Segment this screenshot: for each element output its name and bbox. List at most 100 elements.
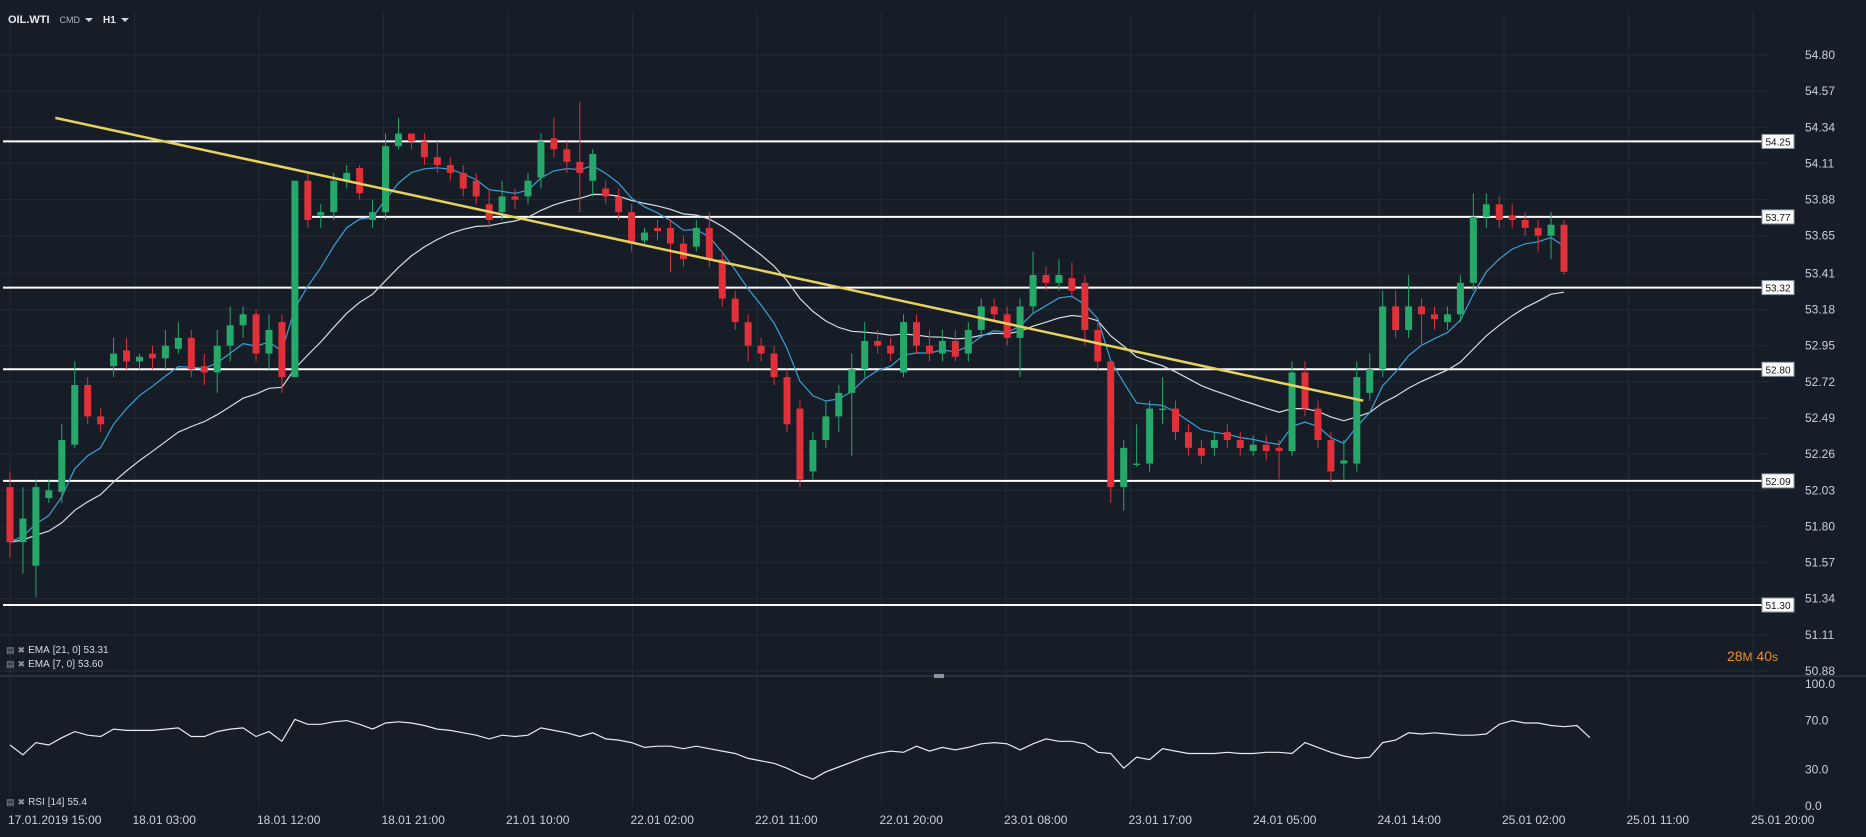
level-label-box <box>1761 280 1795 296</box>
candle-body <box>654 227 661 231</box>
time-tick-label: 22.01 11:00 <box>755 813 818 827</box>
candle-body <box>84 385 92 417</box>
candle-body <box>938 341 946 354</box>
level-label-box <box>1761 133 1795 149</box>
candle-body <box>1262 444 1270 451</box>
candle-body <box>45 490 53 499</box>
candle-body <box>511 196 519 200</box>
time-tick-label: 25.01 20:00 <box>1751 813 1815 827</box>
candle-body <box>1547 224 1555 236</box>
level-label-box <box>1761 597 1795 613</box>
panel-divider[interactable] <box>0 674 1866 678</box>
settings-icon[interactable]: ▤ <box>6 797 15 807</box>
candle-body <box>97 416 105 425</box>
time-tick-label: 18.01 03:00 <box>133 813 197 827</box>
candle-countdown: 28M 40s <box>1727 648 1778 664</box>
close-icon[interactable]: ✖ <box>17 645 26 655</box>
timeframe-dropdown[interactable]: H1 <box>103 15 129 26</box>
rsi-tick-label: 100.0 <box>1805 677 1835 691</box>
candle-body <box>1016 306 1024 338</box>
candle-body <box>1314 408 1322 440</box>
legend-ema-7: ▤ ✖ EMA [7, 0] 53.60 <box>6 659 103 670</box>
rsi-line <box>9 718 1591 780</box>
candle-body <box>679 243 687 260</box>
candle-body <box>796 408 804 480</box>
time-tick-label: 25.01 11:00 <box>1627 813 1690 827</box>
close-icon[interactable]: ✖ <box>17 659 26 669</box>
countdown-second-unit: s <box>1772 650 1778 664</box>
candle-body <box>1159 408 1167 411</box>
chevron-down-icon <box>120 18 129 22</box>
candle-body <box>1418 306 1426 315</box>
candle-body <box>1456 282 1464 315</box>
candle-body <box>874 341 882 346</box>
candle-body <box>1353 377 1361 464</box>
level-label: 51.30 <box>1765 601 1790 612</box>
candle-body <box>1081 282 1089 330</box>
candle-body <box>990 306 998 315</box>
candle-body <box>757 345 765 354</box>
price-tick-label: 53.88 <box>1805 193 1835 207</box>
symbol-label[interactable]: OIL.WTI <box>8 14 50 26</box>
candle-body <box>1042 275 1050 283</box>
candle-body <box>576 161 584 173</box>
candle-body <box>887 345 895 354</box>
price-tick-label: 54.34 <box>1805 120 1835 134</box>
price-tick-label: 53.41 <box>1805 266 1835 280</box>
candle-body <box>6 487 14 543</box>
time-tick-label: 17.01.2019 15:00 <box>8 813 102 827</box>
candle-body <box>1431 314 1438 319</box>
time-axis: 17.01.2019 15:00 18.01 03:00 18.01 12:00 18… <box>8 813 1815 827</box>
candle-body <box>964 330 972 354</box>
candlestick-series <box>6 102 1568 598</box>
candle-body <box>692 227 700 247</box>
trendline[interactable] <box>55 116 1364 402</box>
candle-body <box>265 330 273 354</box>
price-tick-label: 53.18 <box>1805 303 1835 317</box>
candle-body <box>1146 408 1154 464</box>
time-tick-label: 18.01 12:00 <box>257 813 321 827</box>
settings-icon[interactable]: ▤ <box>6 659 15 669</box>
legend-ema-value: 53.31 <box>83 645 109 656</box>
chart-toolbar: OIL.WTI CMD H1 <box>8 10 129 30</box>
price-tick-label: 54.57 <box>1805 84 1835 98</box>
candle-body <box>731 298 739 323</box>
candle-body <box>110 353 118 367</box>
timeframe-label: H1 <box>103 14 116 26</box>
settings-icon[interactable]: ▤ <box>6 645 15 655</box>
time-tick-label: 23.01 08:00 <box>1004 813 1068 827</box>
close-icon[interactable]: ✖ <box>17 797 26 807</box>
legend-rsi-params: [14] <box>47 797 65 808</box>
candle-body <box>1120 447 1128 488</box>
candle-body <box>1560 224 1568 272</box>
candle-body <box>407 133 415 142</box>
time-tick-label: 21.01 10:00 <box>506 813 570 827</box>
mode-dropdown[interactable]: CMD <box>60 15 94 25</box>
candle-body <box>161 345 169 359</box>
candle-body <box>835 392 843 417</box>
countdown-minutes: 28 <box>1726 648 1743 664</box>
price-axis: 54.80 54.57 54.34 54.11 53.88 53.65 53.41 53.18… <box>1805 48 1835 678</box>
candle-body <box>446 165 454 173</box>
candle-body <box>1392 306 1400 330</box>
candle-body <box>1094 330 1102 362</box>
candle-body <box>951 341 959 357</box>
rsi-tick-label: 70.0 <box>1805 714 1829 728</box>
candle-body <box>1249 444 1257 451</box>
candle-body <box>1029 275 1037 307</box>
candle-body <box>32 487 40 566</box>
divider-handle <box>934 674 944 678</box>
candle-body <box>628 212 636 244</box>
rsi-panel: 100.0 70.0 30.0 0.0 <box>9 677 1835 813</box>
candle-body <box>1379 306 1387 370</box>
candle-body <box>666 227 674 244</box>
legend-rsi-label: RSI <box>28 797 45 808</box>
candle-body <box>1405 306 1413 330</box>
candle-body <box>1340 460 1348 464</box>
price-tick-label: 53.65 <box>1805 229 1835 243</box>
candle-body <box>356 168 364 194</box>
legend-ema-label: EMA <box>28 645 50 656</box>
candle-body <box>913 322 920 346</box>
legend-ema-value: 53.60 <box>77 659 104 670</box>
